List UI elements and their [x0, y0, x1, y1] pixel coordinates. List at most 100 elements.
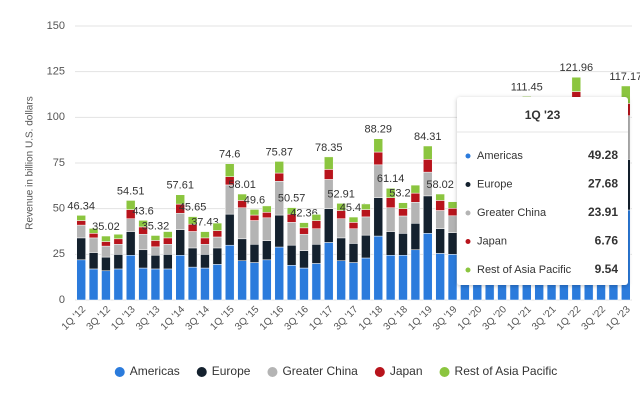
- bar-segment: [373, 138, 383, 153]
- bar-segment: [187, 266, 198, 301]
- tooltip-value: 49.28: [588, 148, 618, 162]
- x-tick-label: 1Q '21: [505, 304, 534, 333]
- total-label: 42.36: [290, 208, 318, 220]
- legend-label: Rest of Asia Pacific: [455, 364, 558, 378]
- y-tick-label: 0: [59, 294, 65, 306]
- bar-segment: [88, 233, 99, 239]
- bar-segment: [324, 156, 334, 170]
- bar-segment: [187, 247, 198, 268]
- legend-label: Greater China: [282, 364, 358, 378]
- total-label: 58.01: [228, 179, 256, 191]
- bar-segment: [435, 200, 445, 211]
- bar-segment: [348, 243, 359, 263]
- total-label: 35.32: [142, 220, 170, 232]
- x-tick-label: 3Q '18: [382, 304, 411, 333]
- bar-segment: [435, 228, 445, 254]
- bar-segment: [200, 237, 210, 245]
- bar-segment: [163, 268, 173, 301]
- x-tick-label: 1Q '19: [406, 304, 435, 333]
- tooltip-title: 1Q '23: [525, 108, 561, 122]
- bar-segment: [225, 163, 235, 177]
- bar-segment: [348, 216, 359, 223]
- bar-segment: [237, 238, 247, 261]
- x-tick-label: 1Q '13: [109, 304, 138, 333]
- bar-segment: [187, 231, 198, 249]
- x-tick-label: 3Q '13: [134, 304, 163, 333]
- x-tick-label: 1Q '20: [456, 304, 485, 333]
- bar-segment: [163, 254, 173, 270]
- bar-segment: [200, 254, 210, 269]
- bar-segment: [348, 222, 359, 230]
- bar-segment: [76, 237, 86, 261]
- bar-segment: [101, 245, 111, 258]
- y-tick-label: 125: [47, 66, 65, 78]
- legend-label: Japan: [390, 364, 423, 378]
- bar-segment: [101, 270, 111, 301]
- bar-segment: [571, 76, 582, 92]
- bar-segment: [435, 210, 445, 230]
- x-tick-label: 1Q '14: [159, 304, 188, 333]
- bar-segment: [249, 209, 260, 216]
- bar-segment: [398, 202, 408, 209]
- bar-segment: [113, 238, 124, 245]
- bar-segment: [237, 260, 247, 301]
- bar-segment: [311, 220, 322, 230]
- x-tick-label: 3Q '20: [481, 304, 510, 333]
- bar-segment: [410, 192, 421, 203]
- tooltip-series-name: Americas: [477, 150, 523, 162]
- bar-segment: [150, 235, 161, 241]
- bar-segment: [447, 215, 458, 233]
- y-tick-label: 150: [47, 20, 65, 32]
- bar-segment: [274, 172, 284, 182]
- bar-segment: [423, 233, 433, 301]
- total-label: 58.02: [426, 179, 454, 191]
- bar-segment: [212, 236, 223, 249]
- bar-segment: [361, 209, 371, 218]
- bar-segment: [138, 267, 148, 301]
- bar-segment: [101, 235, 111, 242]
- bar-segment: [88, 252, 99, 270]
- bar-segment: [76, 220, 86, 226]
- bar-segment: [150, 254, 161, 270]
- bar-segment: [361, 216, 371, 236]
- bar-segment: [163, 244, 173, 255]
- bar-segment: [299, 267, 309, 301]
- bar-segment: [361, 234, 371, 259]
- bar-segment: [435, 193, 445, 201]
- y-tick-label: 75: [53, 157, 65, 169]
- bar-segment: [410, 184, 421, 194]
- bar-segment: [101, 241, 111, 247]
- bar-segment: [423, 195, 433, 234]
- total-label: 61.14: [377, 173, 405, 185]
- x-tick-label: 1Q '22: [555, 304, 584, 333]
- bar-segment: [163, 231, 173, 239]
- bar-segment: [237, 193, 247, 201]
- bar-segment: [423, 145, 433, 160]
- bar-segment: [138, 220, 148, 228]
- bar-segment: [175, 254, 185, 301]
- legend-swatch: [439, 367, 450, 377]
- bar-segment: [262, 205, 272, 213]
- bar-segment: [88, 237, 99, 253]
- bar-segment: [274, 246, 284, 301]
- bar-segment: [125, 218, 136, 232]
- bar-segment: [150, 268, 161, 301]
- x-tick-label: 3Q '12: [85, 304, 114, 333]
- bar-segment: [373, 151, 383, 166]
- tooltip-swatch: [465, 267, 471, 273]
- bar-segment: [311, 244, 322, 264]
- bar-segment: [200, 267, 210, 301]
- x-tick-label: 3Q '21: [530, 304, 559, 333]
- tooltip-swatch: [465, 210, 471, 216]
- bar-segment: [324, 169, 334, 180]
- x-tick-label: 1Q '18: [357, 304, 386, 333]
- y-tick-label: 25: [53, 248, 65, 260]
- bar-segment: [348, 262, 359, 301]
- bar-segment: [200, 231, 210, 239]
- bar-segment: [398, 233, 408, 256]
- x-tick-label: 3Q '15: [233, 304, 262, 333]
- x-tick-label: 1Q '16: [258, 304, 287, 333]
- bar-segment: [249, 220, 260, 245]
- total-label: 117.17: [609, 71, 640, 83]
- bar-segment: [125, 254, 136, 301]
